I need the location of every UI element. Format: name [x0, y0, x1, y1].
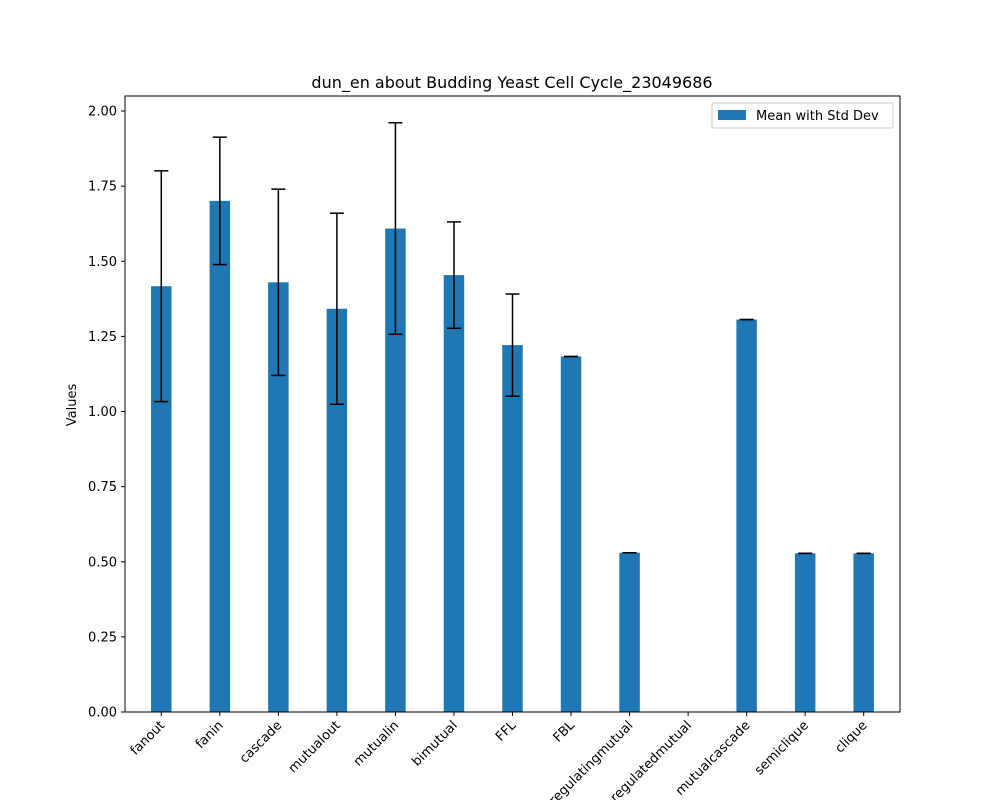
x-axis: fanout fanin cascade mutualout mutualin bimut… — [128, 712, 871, 800]
error-bar-mutualout — [329, 212, 344, 406]
y-tick-label: 0.75 — [88, 480, 117, 495]
error-bar-fanout — [154, 170, 169, 403]
bar-FBL — [560, 356, 582, 712]
chart-title: dun_en about Budding Yeast Cell Cycle_23… — [311, 73, 712, 93]
x-tick-label: mutualout — [286, 718, 344, 776]
x-tick-label: FFL — [493, 718, 520, 745]
bar-regulatingmutual — [619, 552, 640, 712]
bar-mutualcascade — [736, 319, 757, 712]
x-tick-label: cascade — [237, 718, 285, 766]
bar-mutualout — [326, 308, 348, 712]
y-tick-label: 1.50 — [88, 255, 117, 270]
x-tick-label: bimutual — [409, 718, 460, 769]
y-tick-label: 1.25 — [88, 330, 117, 345]
bars-layer — [151, 200, 874, 712]
bar-fanout — [151, 286, 172, 712]
x-tick-label: fanout — [128, 718, 168, 758]
bar-FFL — [502, 345, 523, 712]
error-bar-FFL — [505, 293, 520, 397]
y-tick-label: 0.50 — [88, 555, 117, 570]
legend-label: Mean with Std Dev — [756, 109, 879, 124]
error-bar-bimutual — [446, 221, 461, 330]
y-axis: 0.00 0.25 0.50 0.75 1.00 1.25 1.50 1.75 2.00 — [88, 105, 125, 721]
y-tick-label: 0.25 — [88, 630, 117, 645]
y-tick-label: 2.00 — [88, 105, 117, 120]
legend: Mean with Std Dev — [711, 102, 894, 129]
y-tick-label: 1.00 — [88, 405, 117, 420]
y-tick-label: 1.75 — [88, 180, 117, 195]
bar-clique — [853, 553, 874, 712]
x-tick-label: mutualin — [351, 718, 402, 769]
y-tick-label: 0.00 — [88, 706, 117, 721]
error-bar-mutualin — [388, 121, 403, 336]
error-bars-layer — [154, 121, 871, 555]
x-tick-label: FBL — [551, 718, 579, 746]
legend-frame — [711, 102, 894, 129]
x-tick-label: semiclique — [752, 718, 812, 778]
bar-semiclique — [794, 553, 816, 712]
bar-fanin — [209, 200, 231, 712]
x-tick-label: fanin — [193, 718, 227, 752]
bar-cascade — [268, 282, 289, 712]
error-bar-cascade — [271, 188, 286, 377]
error-bar-fanin — [212, 136, 227, 266]
legend-swatch — [718, 110, 746, 120]
y-axis-label: Values — [65, 384, 80, 427]
bar-bimutual — [443, 275, 465, 712]
x-tick-label: clique — [832, 718, 870, 756]
bar-mutualin — [385, 228, 406, 712]
